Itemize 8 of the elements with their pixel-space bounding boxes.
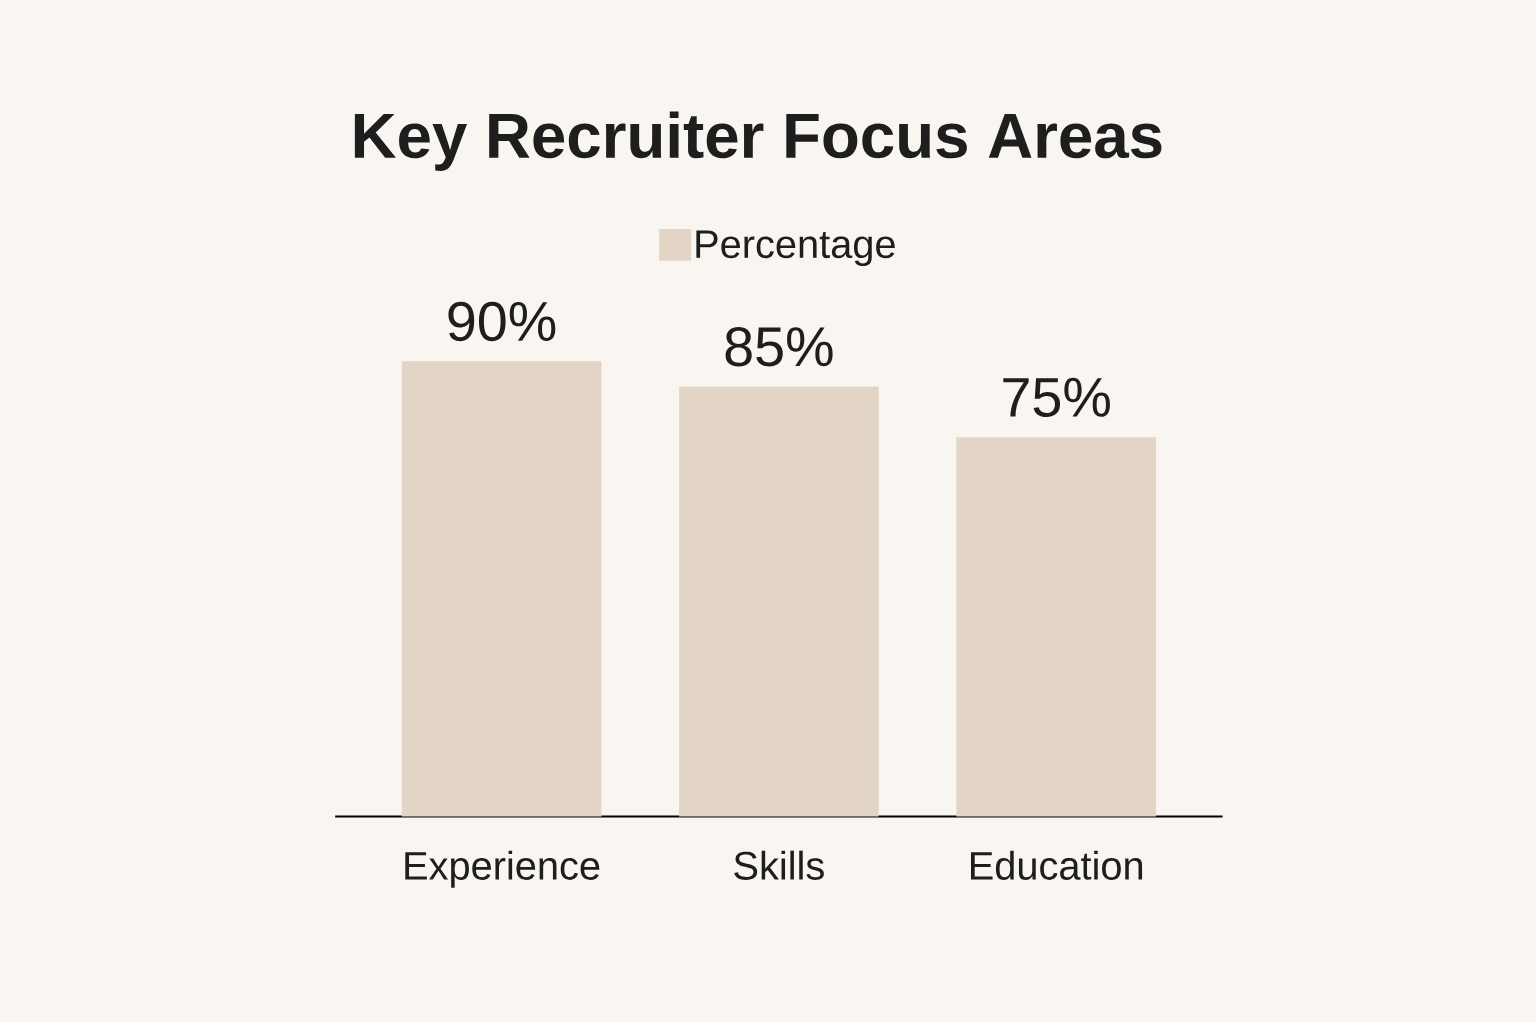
x-tick-label: Skills: [734, 850, 824, 880]
x-tick-label: Education: [970, 850, 1143, 880]
data-label: 90%: [448, 301, 556, 342]
data-label: 85%: [725, 326, 833, 367]
data-label: 75%: [1003, 377, 1110, 417]
x-tick-label: Experience: [405, 850, 600, 888]
legend-label: Percentage: [696, 230, 895, 267]
chart-title: Key Recruiter Focus Areas: [354, 111, 1162, 171]
